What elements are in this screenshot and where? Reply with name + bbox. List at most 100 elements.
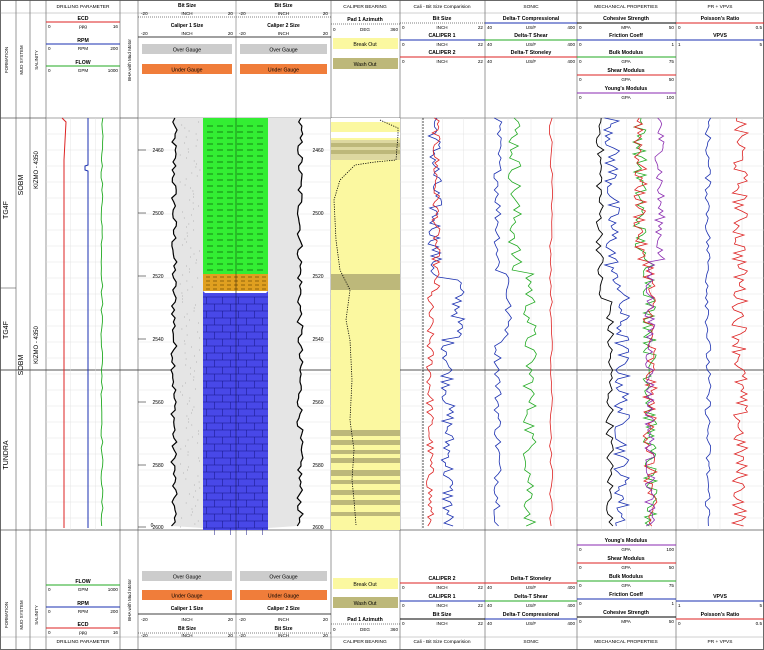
scale-min: 0 [48, 609, 51, 614]
scale-max: 20 [323, 31, 329, 36]
caliper-2-curve [296, 117, 304, 527]
curve-unit: GPM [78, 68, 89, 73]
dot-pattern [196, 175, 198, 177]
curve-name: CALIPER 2 [428, 576, 455, 582]
curve-unit: INCH [278, 31, 289, 36]
curve-name: Pad 1 Azimuth [347, 17, 383, 23]
curve-unit: INCH [181, 31, 192, 36]
dot-pattern [182, 211, 184, 213]
scale-min: 0 [579, 583, 582, 588]
curve-name: Bit Size [274, 626, 292, 632]
track-title: SONIC [523, 4, 539, 10]
wash-out-band [331, 274, 400, 290]
wash-out-band [331, 440, 400, 445]
dot-pattern [193, 307, 195, 309]
over-gauge-label: Over Gauge [173, 48, 201, 54]
curve-unit: MPA [621, 25, 632, 30]
dot-pattern [190, 214, 192, 216]
scale-min: 0 [402, 59, 405, 64]
depth-label: 2500 [152, 211, 163, 217]
curve-unit: INCH [436, 42, 447, 47]
dot-pattern [183, 316, 185, 318]
curve-name: Delta-T Stoneley [511, 50, 552, 56]
dot-pattern [181, 328, 183, 330]
curve-unit: US/F [526, 59, 537, 64]
scale-max: 20 [228, 11, 234, 16]
curve-unit: US/F [526, 621, 537, 626]
dot-pattern [189, 268, 190, 270]
scale-min: 0 [579, 95, 582, 100]
dot-pattern [193, 160, 195, 162]
depth-label: 2560 [152, 400, 163, 406]
dot-pattern [188, 493, 190, 495]
friction-curve [602, 117, 631, 527]
track-title: PR + VPVS [708, 639, 733, 645]
track-labels: FORMATION FORMATION MUD SYSTEM MUD SYSTEM SA… [3, 3, 762, 645]
break-out-box [333, 578, 398, 589]
curve-name: Shear Modulus [607, 556, 644, 562]
scale-max: 100 [666, 547, 674, 552]
curve-name: Bulk Modulus [609, 50, 643, 56]
dot-pattern [185, 502, 187, 504]
shear-curve [632, 117, 659, 527]
track-title: Cali - Bit Size Comparision [413, 639, 470, 645]
scale-min: -20 [239, 31, 246, 36]
dot-pattern [192, 202, 194, 204]
scale-max: 22 [478, 59, 484, 64]
break-out-box [333, 38, 398, 49]
curve-name: FLOW [75, 579, 90, 585]
curve-name: VPVS [713, 594, 727, 600]
zone-label: SOBM [18, 355, 25, 376]
scale-min: -20 [141, 617, 148, 622]
dot-pattern [188, 418, 190, 420]
dot-pattern [198, 433, 200, 435]
depth-label: 2580 [312, 463, 323, 469]
scale-max: 50 [669, 619, 675, 624]
wash-out-band [331, 470, 400, 476]
scale-max: 200 [110, 46, 118, 51]
scale-max: 20 [228, 633, 234, 638]
wash-out-label: Wash Out [354, 601, 377, 607]
curve-name: Caliper 2 Size [267, 606, 300, 612]
scale-max: 75 [669, 583, 675, 588]
scale-min: 0 [48, 630, 51, 635]
curve-unit: RPM [78, 46, 88, 51]
curve-name: Young's Modulus [605, 538, 648, 544]
dot-pattern [199, 349, 200, 351]
side-label-top: SALINITY [34, 50, 39, 70]
scale-max: 5 [759, 603, 762, 608]
wash-out-band [331, 430, 400, 436]
dot-pattern [180, 391, 182, 393]
caliper-1-compare [427, 117, 466, 527]
vpvs-curve [704, 117, 712, 527]
dot-pattern [196, 163, 197, 165]
track-fills [142, 38, 400, 608]
scale-min: -20 [239, 617, 246, 622]
track-title: DRILLING PARAMETER [57, 4, 110, 10]
wash-out-band [331, 512, 400, 516]
scale-min: 40 [487, 621, 493, 626]
young-curve [643, 117, 666, 527]
depth-label: 2580 [152, 463, 163, 469]
dot-pattern [194, 523, 196, 525]
dot-pattern [193, 229, 195, 231]
dot-pattern [184, 238, 186, 240]
dot-pattern [182, 394, 183, 396]
side-label-bottom: SALINITY [34, 605, 39, 625]
curve-unit: INCH [278, 11, 289, 16]
curve-name: Shear Modulus [607, 68, 644, 74]
dot-pattern [186, 334, 188, 336]
dot-pattern [193, 406, 195, 408]
curve-name: ECD [78, 622, 89, 628]
dot-pattern [188, 223, 190, 225]
scale-max: 100 [666, 95, 674, 100]
depth-label: 2600 [312, 525, 323, 531]
scale-max: 22 [478, 42, 484, 47]
curve-name: Bit Size [433, 612, 452, 618]
scale-min: 0 [579, 619, 582, 624]
dot-pattern [193, 310, 195, 312]
curve-name: Delta-T Stoneley [511, 576, 552, 582]
cohesive-curve [595, 117, 615, 527]
dot-pattern [184, 352, 186, 354]
curve-unit: ppg [79, 630, 87, 635]
